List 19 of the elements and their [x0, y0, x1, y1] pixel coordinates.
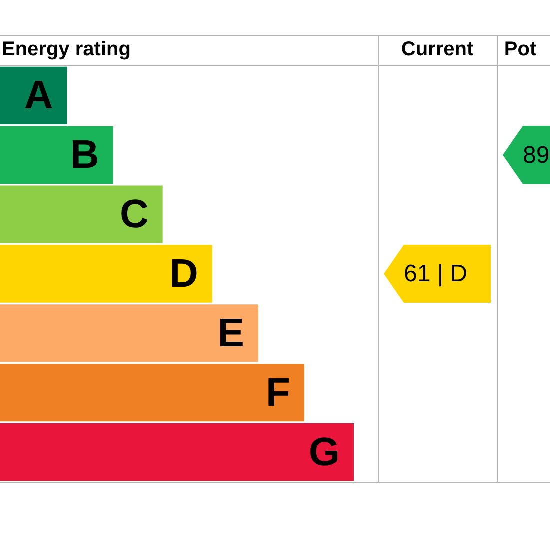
bar [0, 423, 354, 482]
y-tick-label: A [24, 74, 54, 118]
y-tick-label: G [308, 430, 340, 474]
text: Current [401, 38, 474, 61]
y-tick-label: D [170, 252, 198, 296]
chart-title: Energy rating [2, 38, 131, 61]
y-tick-label: F [266, 370, 290, 415]
y-tick-label: B [70, 133, 100, 178]
bar [0, 364, 304, 422]
text: 61 | D [404, 260, 468, 288]
bar [0, 186, 163, 244]
text: 89 [523, 142, 550, 169]
bar [0, 66, 68, 125]
bar [0, 304, 258, 362]
y-tick-label: C [120, 192, 149, 237]
bar [0, 126, 114, 184]
bar [0, 245, 212, 303]
text: Pot [504, 38, 537, 61]
y-tick-label: E [218, 311, 244, 356]
